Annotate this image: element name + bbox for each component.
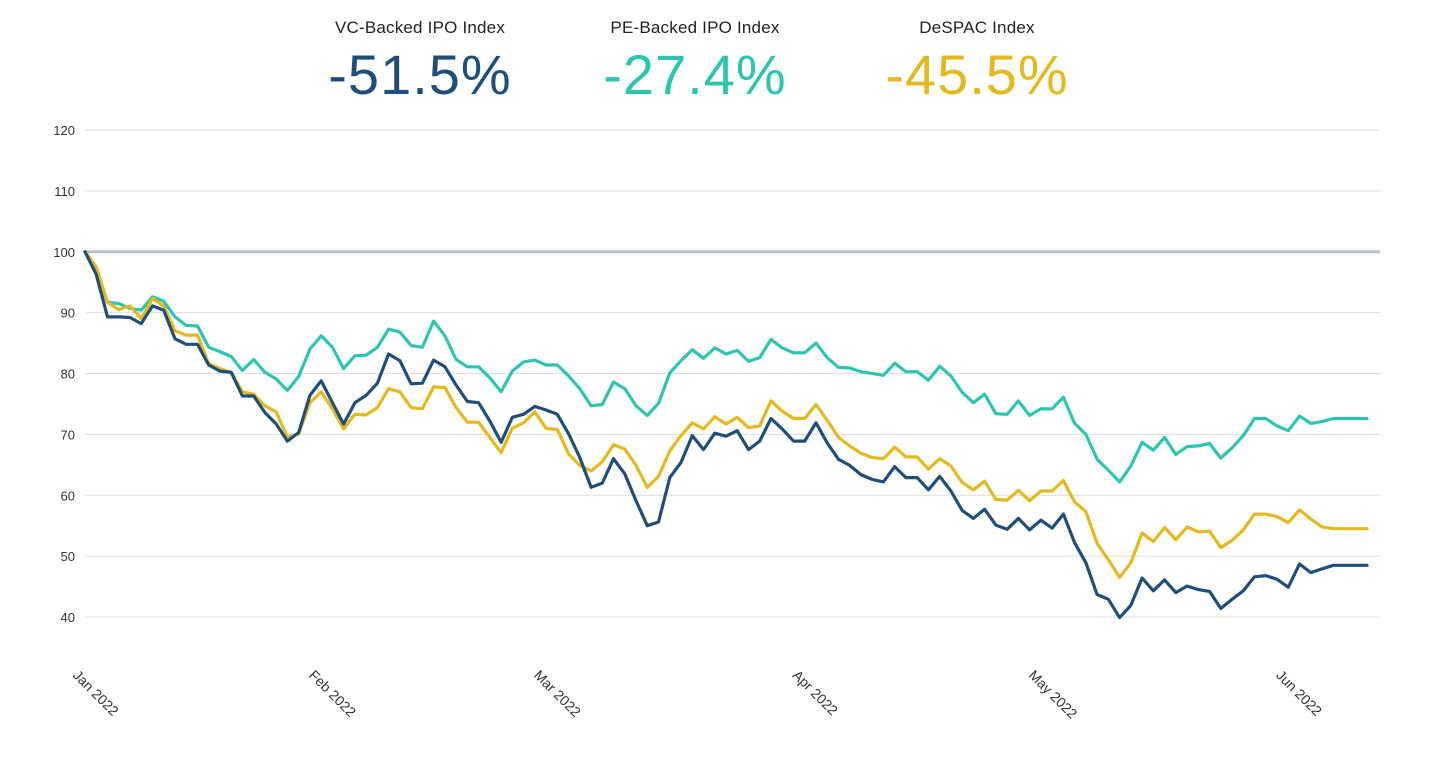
kpi-despac-value: -45.5% bbox=[885, 43, 1069, 106]
series-line-pe bbox=[83, 250, 1369, 484]
y-tick-label: 80 bbox=[61, 367, 75, 382]
y-tick-label: 110 bbox=[54, 184, 75, 199]
x-tick-label: Jun 2022 bbox=[1273, 667, 1325, 719]
y-tick-label: 50 bbox=[61, 549, 75, 564]
x-tick-label: Feb 2022 bbox=[306, 667, 359, 720]
x-tick-label: Mar 2022 bbox=[531, 667, 584, 720]
kpi-pe-value: -27.4% bbox=[603, 43, 787, 106]
x-tick-label: Apr 2022 bbox=[790, 667, 842, 719]
kpi-vc-value: -51.5% bbox=[328, 43, 512, 106]
kpi-despac-label: DeSPAC Index bbox=[919, 18, 1035, 37]
series-line-vc bbox=[83, 250, 1369, 620]
y-tick-label: 90 bbox=[61, 306, 75, 321]
x-tick-label: May 2022 bbox=[1026, 667, 1081, 722]
x-tick-label: Jan 2022 bbox=[70, 667, 122, 719]
y-tick-label: 60 bbox=[61, 488, 75, 503]
series-line-despac bbox=[83, 250, 1369, 579]
kpi-pe-label: PE-Backed IPO Index bbox=[610, 18, 780, 37]
kpi-pe: PE-Backed IPO Index -27.4% bbox=[565, 18, 825, 107]
kpi-vc-label: VC-Backed IPO Index bbox=[334, 18, 506, 37]
y-tick-label: 100 bbox=[53, 245, 75, 260]
kpi-vc: VC-Backed IPO Index -51.5% bbox=[290, 18, 550, 107]
y-tick-label: 70 bbox=[61, 427, 75, 442]
y-tick-label: 40 bbox=[61, 610, 75, 625]
y-tick-label: 120 bbox=[53, 123, 75, 138]
kpi-despac: DeSPAC Index -45.5% bbox=[847, 18, 1107, 107]
